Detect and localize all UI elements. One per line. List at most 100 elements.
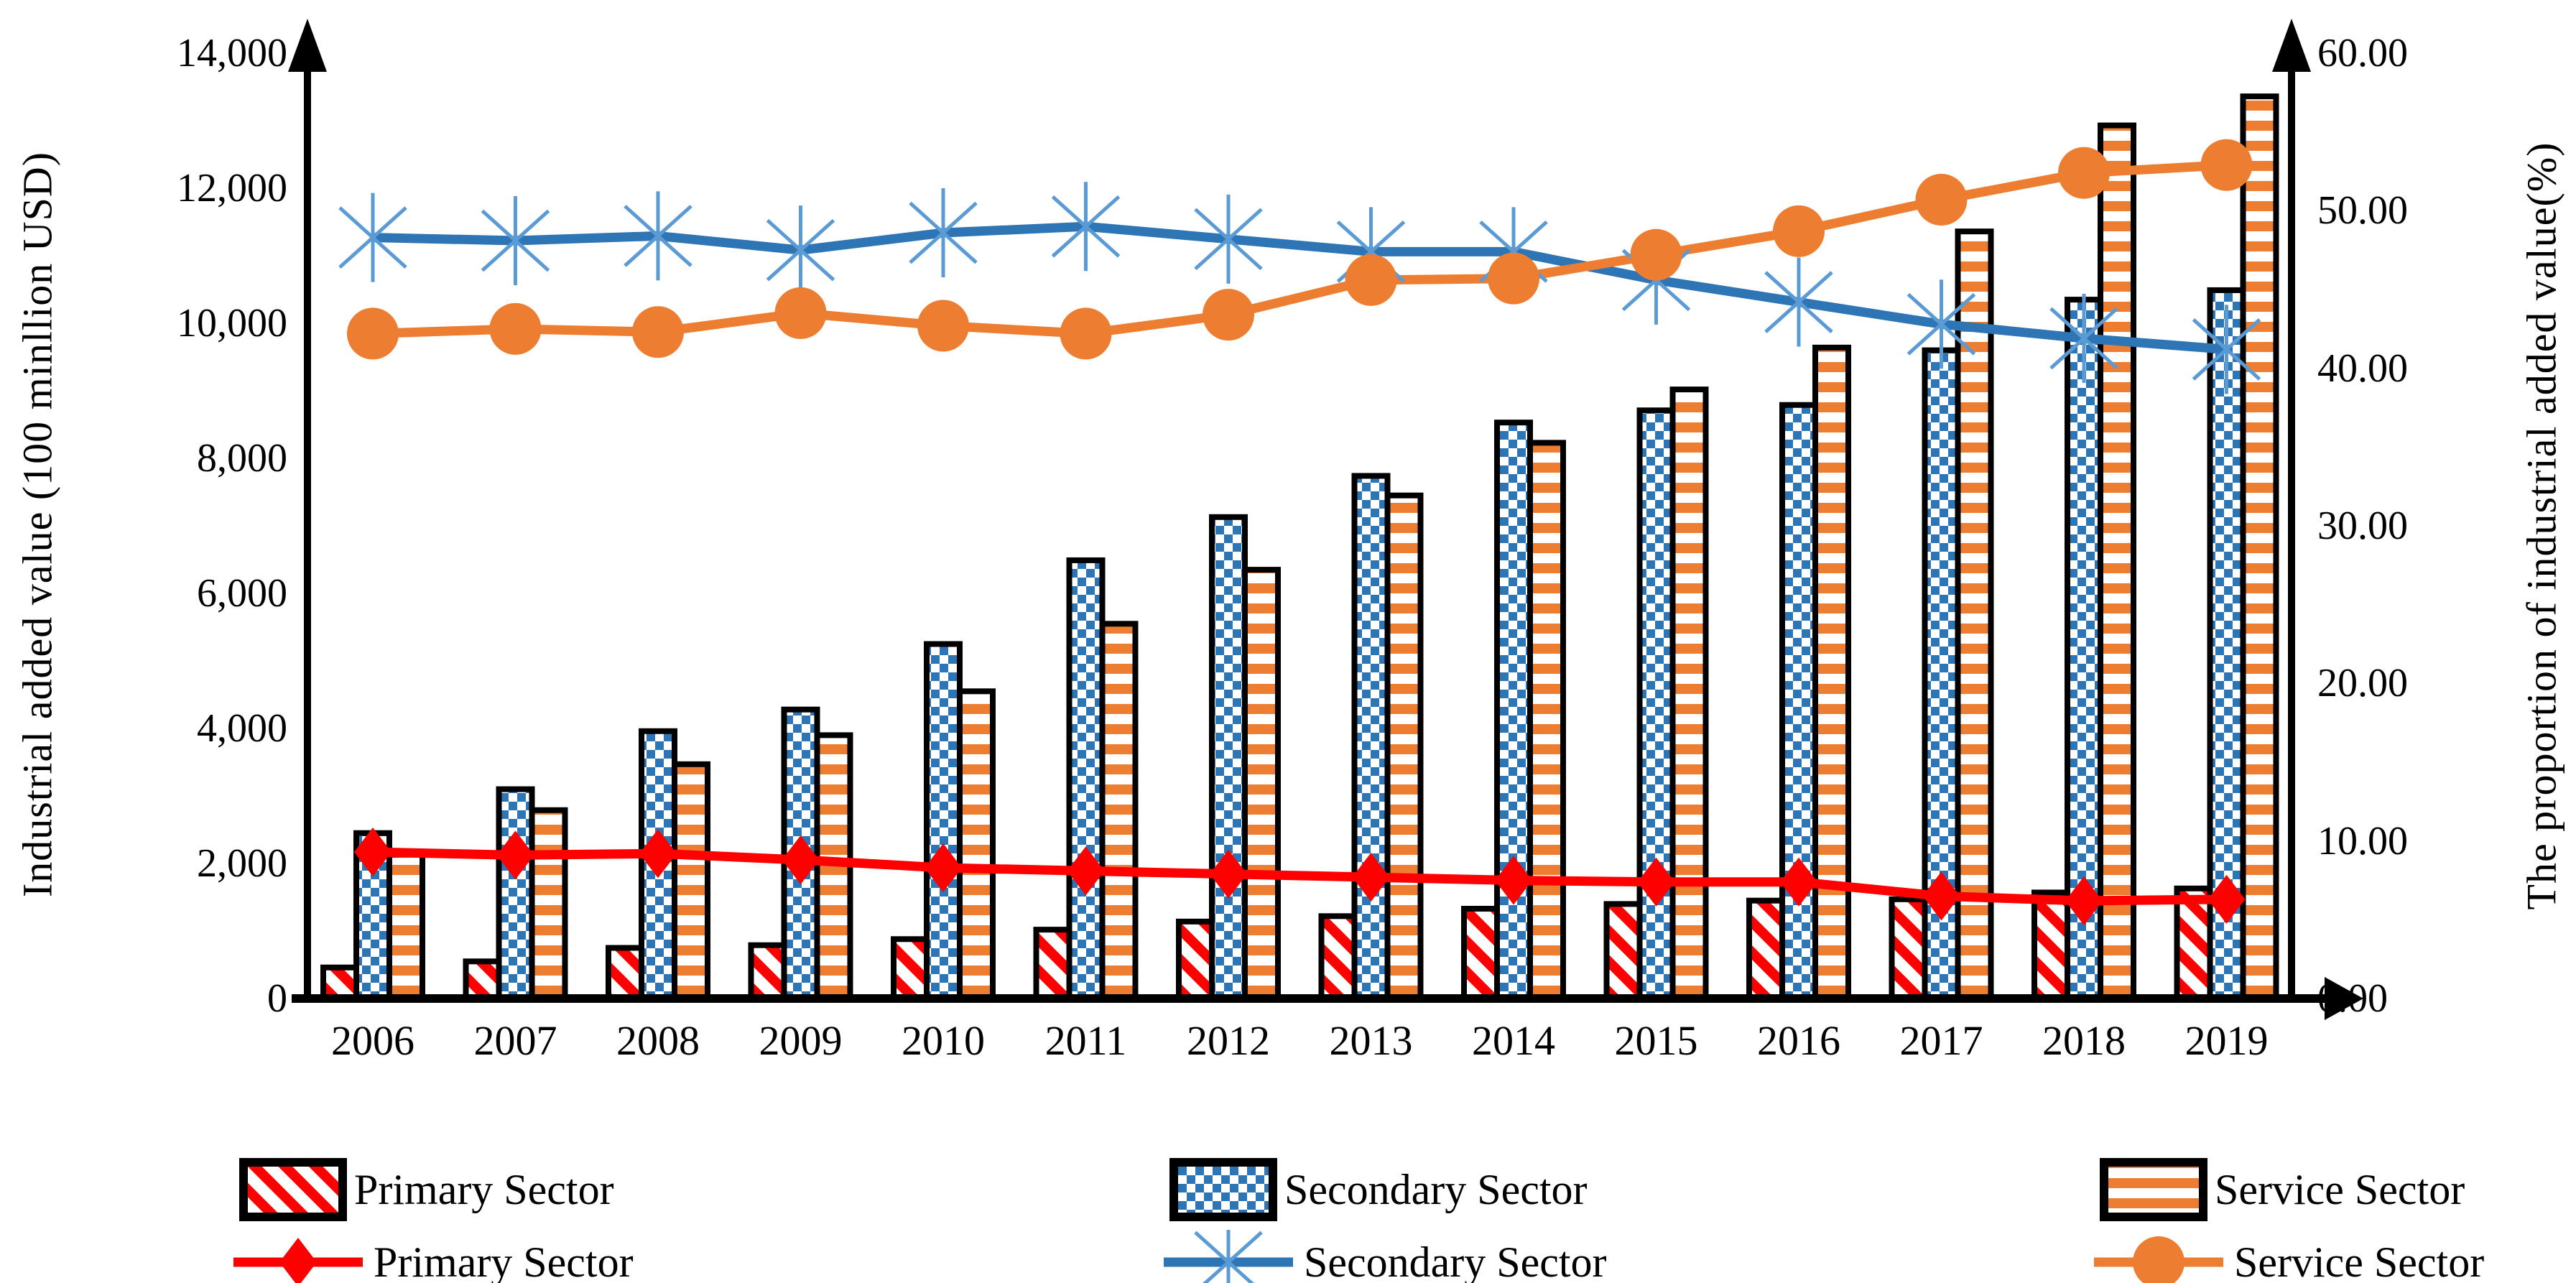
x-axis-label: 2010 [902,1017,985,1064]
legend-label: Service Sector [2234,1238,2485,1283]
bar-primary-sector-2016 [1746,897,1785,1001]
right-axis-tick: 40.00 [2317,346,2408,391]
bar-secondary-sector-2016 [1779,402,1818,1001]
right-axis-tick: 20.00 [2317,661,2408,706]
right-axis-tick: 10.00 [2317,818,2408,863]
diamond-marker-icon [2065,876,2103,926]
legend-item-line-service-sector: Service Sector [2090,1230,2484,1283]
x-axis-label: 2019 [2184,1017,2269,1064]
legend-label: Secondary Sector [1304,1238,1607,1283]
x-axis-label: 2015 [1614,1017,1698,1064]
bar-service-sector-2008 [672,761,710,1001]
left-axis-tick: 8,000 [197,436,287,481]
circle-marker-icon [1488,252,1539,305]
diamond-marker-icon [1067,846,1105,896]
bar-primary-sector-2013 [1318,913,1358,1001]
circle-marker-icon [1345,254,1397,306]
legend-label: Primary Sector [374,1238,634,1283]
asterisk-marker-icon [481,196,550,286]
x-axis-label: 2012 [1187,1017,1270,1064]
left-axis-tick: 0 [267,976,287,1021]
legend-swatch-circle-line [2094,1236,2223,1283]
left-axis-title: Industrial added value (100 minllion USD… [14,151,61,898]
x-axis-label: 2006 [331,1017,414,1064]
legend-label: Primary Sector [354,1165,614,1213]
diamond-marker-icon [639,829,677,879]
diamond-marker-icon [1210,849,1247,899]
legend-label: Service Sector [2215,1165,2465,1213]
asterisk-marker-icon [2192,305,2261,394]
asterisk-marker-icon [624,191,692,281]
right-axis-tick: 0.00 [2317,976,2388,1021]
diamond-marker-icon [1495,856,1532,905]
right-arrow-icon [2325,977,2363,1020]
bar-secondary-sector-2014 [1494,420,1533,1001]
bar-service-sector-2012 [1242,567,1281,1001]
bar-service-sector-2019 [2240,93,2279,1001]
bar-service-sector-2018 [2098,122,2136,1002]
legend-item-bar-service-sector: Service Sector [2100,1158,2465,1221]
bar-service-sector-2011 [1099,621,1139,1001]
asterisk-marker-icon [338,193,407,282]
bar-primary-sector-2007 [463,958,502,1002]
bar-service-sector-2017 [1955,228,1994,1001]
asterisk-marker-icon [766,205,835,295]
diamond-marker-icon [782,835,820,884]
x-axis-label: 2018 [2042,1017,2126,1064]
line-primary-sector [372,847,2227,906]
circle-marker-icon [1630,228,1682,281]
bar-primary-sector-2008 [606,945,644,1001]
left-axis-tick: 10,000 [177,301,287,346]
asterisk-marker-icon [909,188,978,278]
circle-marker-icon [917,300,969,352]
diamond-marker-icon [354,828,392,877]
right-axis-tick: 30.00 [2317,504,2408,548]
bar-secondary-sector-2013 [1351,473,1391,1001]
left-axis-tick: 6,000 [197,571,287,616]
bar-primary-sector-2009 [748,942,787,1001]
diamond-marker-icon [2207,874,2246,924]
bar-primary-sector-2006 [320,964,359,1002]
x-axis-label: 2014 [1472,1017,1555,1064]
legend-swatch-asterisk-line [1164,1230,1293,1283]
diamond-marker-icon [1352,853,1390,902]
legend-item-line-primary-sector: Primary Sector [230,1230,634,1283]
circle-marker-icon [1773,205,1825,257]
legend-item-bar-secondary-sector: Secondary Sector [1169,1158,1588,1221]
up-arrow-icon [288,19,327,72]
circle-marker-icon [2058,147,2110,199]
circle-marker-icon [1060,307,1112,360]
asterisk-marker-icon [2049,293,2118,383]
bar-service-sector-2014 [1527,440,1566,1001]
bar-service-sector-2006 [386,851,425,1002]
bar-primary-sector-2014 [1461,905,1500,1001]
left-axis-tick: 12,000 [177,166,287,210]
bar-secondary-sector-2011 [1066,557,1106,1001]
legend-swatch-orange-horizontal-stripe [2100,1158,2207,1221]
asterisk-marker-icon [1051,182,1121,272]
bar-service-sector-2015 [1669,386,1709,1001]
bar-secondary-sector-2015 [1636,407,1676,1001]
bar-service-sector-2010 [957,688,996,1001]
bar-secondary-sector-2012 [1209,514,1248,1001]
legend-swatch-blue-checkerboard [1169,1158,1277,1221]
x-axis-label: 2017 [1899,1017,1983,1064]
circle-marker-icon [1915,173,1968,226]
bar-primary-sector-2012 [1176,918,1215,1001]
right-axis-title: The proportion of industrial added value… [2518,142,2565,910]
x-axis-label: 2008 [616,1017,700,1064]
legend-label: Secondary Sector [1284,1165,1588,1213]
x-axis-label: 2011 [1044,1017,1127,1064]
up-arrow-icon [2272,19,2311,72]
circle-marker-icon [489,302,542,355]
right-axis-tick: 50.00 [2317,188,2408,233]
bar-primary-sector-2018 [2031,889,2070,1002]
circle-marker-icon [774,287,827,339]
x-axis-label: 2016 [1757,1017,1840,1064]
bar-primary-sector-2015 [1603,901,1643,1002]
x-axis-label: 2009 [759,1017,843,1064]
bar-primary-sector-2019 [2174,885,2213,1002]
asterisk-marker-icon [1906,279,1976,369]
